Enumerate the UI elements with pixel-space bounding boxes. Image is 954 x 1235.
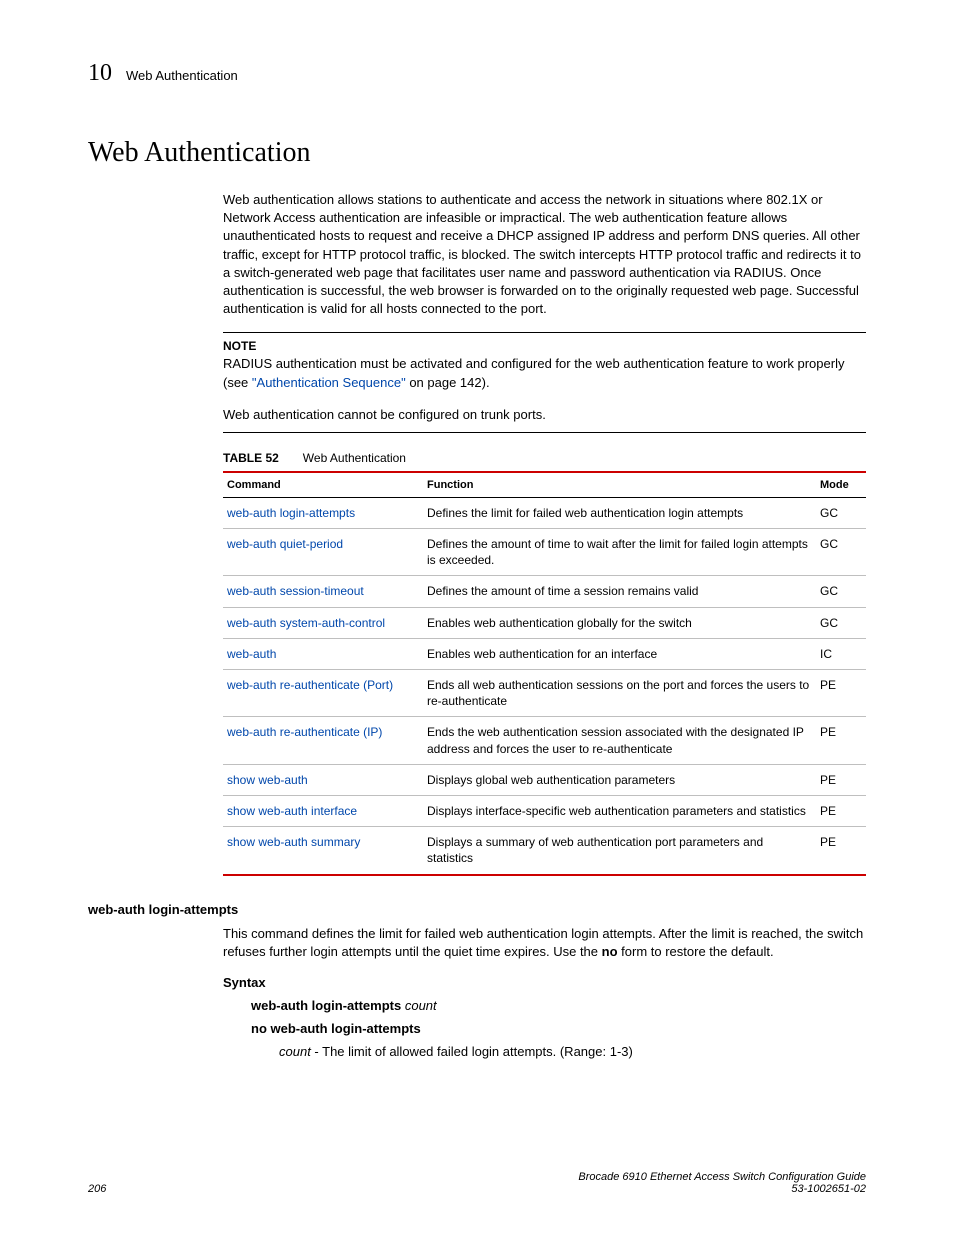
- page-footer: 206 Brocade 6910 Ethernet Access Switch …: [88, 1171, 866, 1195]
- syntax-line-2: no web-auth login-attempts: [251, 1021, 866, 1036]
- command-link[interactable]: show web-auth: [223, 764, 423, 795]
- param-line: count - The limit of allowed failed logi…: [279, 1044, 866, 1059]
- footer-docnum: 53-1002651-02: [578, 1183, 866, 1195]
- chapter-number: 10: [88, 60, 112, 87]
- command-description: This command defines the limit for faile…: [223, 925, 866, 961]
- table-row: show web-auth summaryDisplays a summary …: [223, 827, 866, 875]
- command-mode: PE: [816, 827, 866, 875]
- command-mode: PE: [816, 670, 866, 717]
- note-text: RADIUS authentication must be activated …: [223, 355, 866, 391]
- th-command: Command: [223, 472, 423, 498]
- note-text-after: on page 142).: [406, 375, 490, 390]
- command-link[interactable]: web-auth re-authenticate (IP): [223, 717, 423, 764]
- command-mode: GC: [816, 529, 866, 576]
- command-link[interactable]: show web-auth summary: [223, 827, 423, 875]
- command-function: Defines the amount of time to wait after…: [423, 529, 816, 576]
- table-row: web-auth re-authenticate (IP)Ends the we…: [223, 717, 866, 764]
- table-row: show web-authDisplays global web authent…: [223, 764, 866, 795]
- command-function: Displays interface-specific web authenti…: [423, 795, 816, 826]
- command-mode: GC: [816, 497, 866, 528]
- command-mode: IC: [816, 638, 866, 669]
- command-link[interactable]: web-auth session-timeout: [223, 576, 423, 607]
- command-mode: GC: [816, 576, 866, 607]
- table-row: web-auth system-auth-controlEnables web …: [223, 607, 866, 638]
- footer-guide: Brocade 6910 Ethernet Access Switch Conf…: [578, 1171, 866, 1183]
- table-row: show web-auth interfaceDisplays interfac…: [223, 795, 866, 826]
- command-function: Ends the web authentication session asso…: [423, 717, 816, 764]
- table-label: TABLE 52: [223, 451, 279, 465]
- auth-sequence-link[interactable]: "Authentication Sequence": [252, 375, 406, 390]
- command-function: Enables web authentication globally for …: [423, 607, 816, 638]
- table-row: web-auth session-timeoutDefines the amou…: [223, 576, 866, 607]
- post-note-text: Web authentication cannot be configured …: [223, 406, 866, 433]
- command-mode: PE: [816, 795, 866, 826]
- no-keyword: no: [602, 944, 618, 959]
- th-mode: Mode: [816, 472, 866, 498]
- table-row: web-auth login-attemptsDefines the limit…: [223, 497, 866, 528]
- command-mode: PE: [816, 717, 866, 764]
- th-function: Function: [423, 472, 816, 498]
- table-row: web-authEnables web authentication for a…: [223, 638, 866, 669]
- table-title: Web Authentication: [303, 451, 406, 465]
- command-function: Displays a summary of web authentication…: [423, 827, 816, 875]
- command-mode: GC: [816, 607, 866, 638]
- command-link[interactable]: web-auth system-auth-control: [223, 607, 423, 638]
- syntax-heading: Syntax: [223, 975, 866, 990]
- syntax-line-1: web-auth login-attempts count: [251, 998, 866, 1013]
- note-block: NOTE RADIUS authentication must be activ…: [223, 332, 866, 433]
- command-function: Defines the limit for failed web authent…: [423, 497, 816, 528]
- command-function: Displays global web authentication param…: [423, 764, 816, 795]
- table-caption: TABLE 52 Web Authentication: [223, 451, 866, 465]
- command-link[interactable]: web-auth re-authenticate (Port): [223, 670, 423, 717]
- command-name-heading: web-auth login-attempts: [88, 902, 866, 917]
- section-heading: Web Authentication: [88, 137, 866, 169]
- page-header: 10 Web Authentication: [88, 60, 866, 87]
- command-mode: PE: [816, 764, 866, 795]
- command-link[interactable]: web-auth quiet-period: [223, 529, 423, 576]
- page-number: 206: [88, 1183, 106, 1195]
- command-function: Ends all web authentication sessions on …: [423, 670, 816, 717]
- command-link[interactable]: web-auth login-attempts: [223, 497, 423, 528]
- command-link[interactable]: web-auth: [223, 638, 423, 669]
- command-table: Command Function Mode web-auth login-att…: [223, 471, 866, 876]
- command-link[interactable]: show web-auth interface: [223, 795, 423, 826]
- intro-paragraph: Web authentication allows stations to au…: [223, 191, 866, 318]
- table-row: web-auth quiet-periodDefines the amount …: [223, 529, 866, 576]
- table-row: web-auth re-authenticate (Port)Ends all …: [223, 670, 866, 717]
- command-function: Enables web authentication for an interf…: [423, 638, 816, 669]
- note-label: NOTE: [223, 339, 866, 353]
- chapter-title: Web Authentication: [126, 68, 238, 83]
- command-function: Defines the amount of time a session rem…: [423, 576, 816, 607]
